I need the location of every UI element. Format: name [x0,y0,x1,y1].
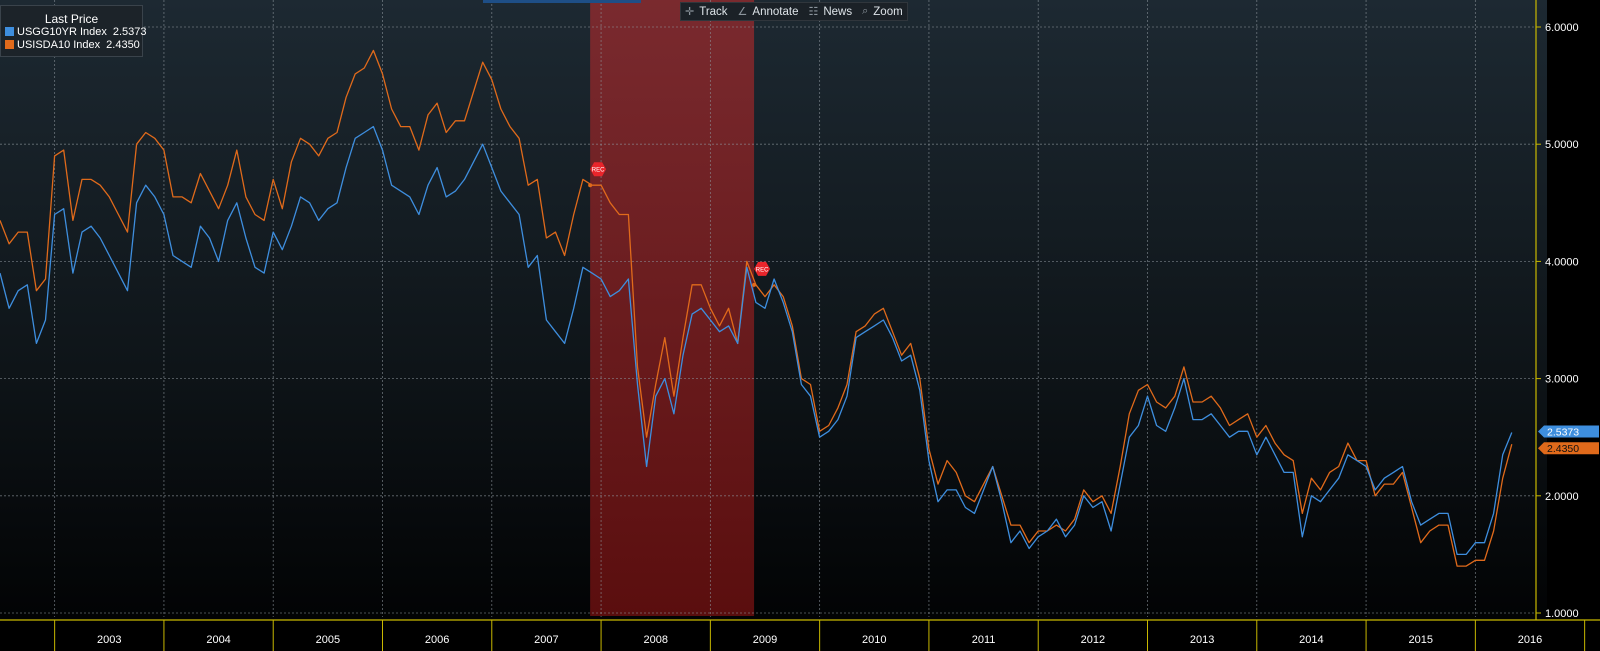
legend-item-name: USGG10YR Index [17,26,107,38]
legend-title: Last Price [44,12,99,26]
series-line-usgg10yr [0,125,1513,556]
rec-marker[interactable] [590,162,607,177]
x-tick-label: 2010 [862,634,886,646]
rec-marker-label: REC [592,168,605,174]
last-value-label: 2.5373 [1547,427,1579,439]
rec-marker-label: REC [756,267,769,273]
x-tick-label: 2003 [97,634,121,646]
legend-item-usisda10[interactable]: USISDA10 Index 2.4350 [1,39,142,52]
y-tick-label: 3.0000 [1545,374,1579,386]
news-label: News [823,5,853,18]
recession-band [590,0,755,616]
x-tick-label: 2012 [1081,634,1105,646]
legend-item-value: 2.4350 [106,39,140,51]
magnifier-icon: ⌕ [862,5,869,17]
chart-toolbar: ✛ Track ∠ Annotate ☷ News ⌕ Zoom [680,2,908,21]
pencil-icon: ∠ [737,6,748,18]
active-tab-indicator [483,0,641,3]
annotate-button[interactable]: ∠ Annotate [737,5,799,19]
x-tick-label: 2004 [206,634,230,646]
y-tick-label: 5.0000 [1545,139,1579,151]
x-tick-label: 2009 [753,634,777,646]
annotate-label: Annotate [752,5,799,18]
plot-background [0,0,1547,620]
last-value-tag [1538,442,1599,455]
recession-point [588,183,593,188]
y-tick-label: 1.0000 [1545,608,1579,620]
x-tick-label: 2011 [972,634,996,646]
news-icon: ☷ [808,6,819,18]
y-tick-label: 2.0000 [1545,491,1579,503]
legend-swatch [5,40,14,49]
x-tick-label: 2015 [1408,634,1432,646]
y-tick-label: 6.0000 [1545,22,1579,34]
x-tick-label: 2014 [1299,634,1323,646]
track-label: Track [699,5,728,18]
zoom-button[interactable]: ⌕ Zoom [862,5,903,18]
track-button[interactable]: ✛ Track [685,5,728,19]
zoom-label: Zoom [873,5,903,18]
rec-marker[interactable] [754,261,771,276]
x-tick-label: 2016 [1518,634,1542,646]
y-tick-label: 4.0000 [1545,256,1579,268]
x-tick-label: 2008 [643,634,667,646]
legend-item-value: 2.5373 [112,26,147,38]
last-value-tag [1538,425,1599,438]
legend: Last Price USGG10YR Index 2.5373 USISDA10… [0,5,147,57]
recession-point [752,282,757,287]
legend-item-name: USISDA10 Index [17,39,101,51]
x-tick-label: 2007 [534,634,558,646]
x-tick-label: 2013 [1190,634,1214,646]
crosshair-icon: ✛ [685,6,695,18]
news-button[interactable]: ☷ News [808,5,853,19]
legend-item-usgg10yr[interactable]: USGG10YR Index 2.5373 [1,26,147,39]
last-value-label: 2.4350 [1547,443,1579,455]
x-tick-label: 2005 [316,634,340,646]
legend-swatch [5,27,14,36]
x-tick-label: 2006 [425,634,449,646]
